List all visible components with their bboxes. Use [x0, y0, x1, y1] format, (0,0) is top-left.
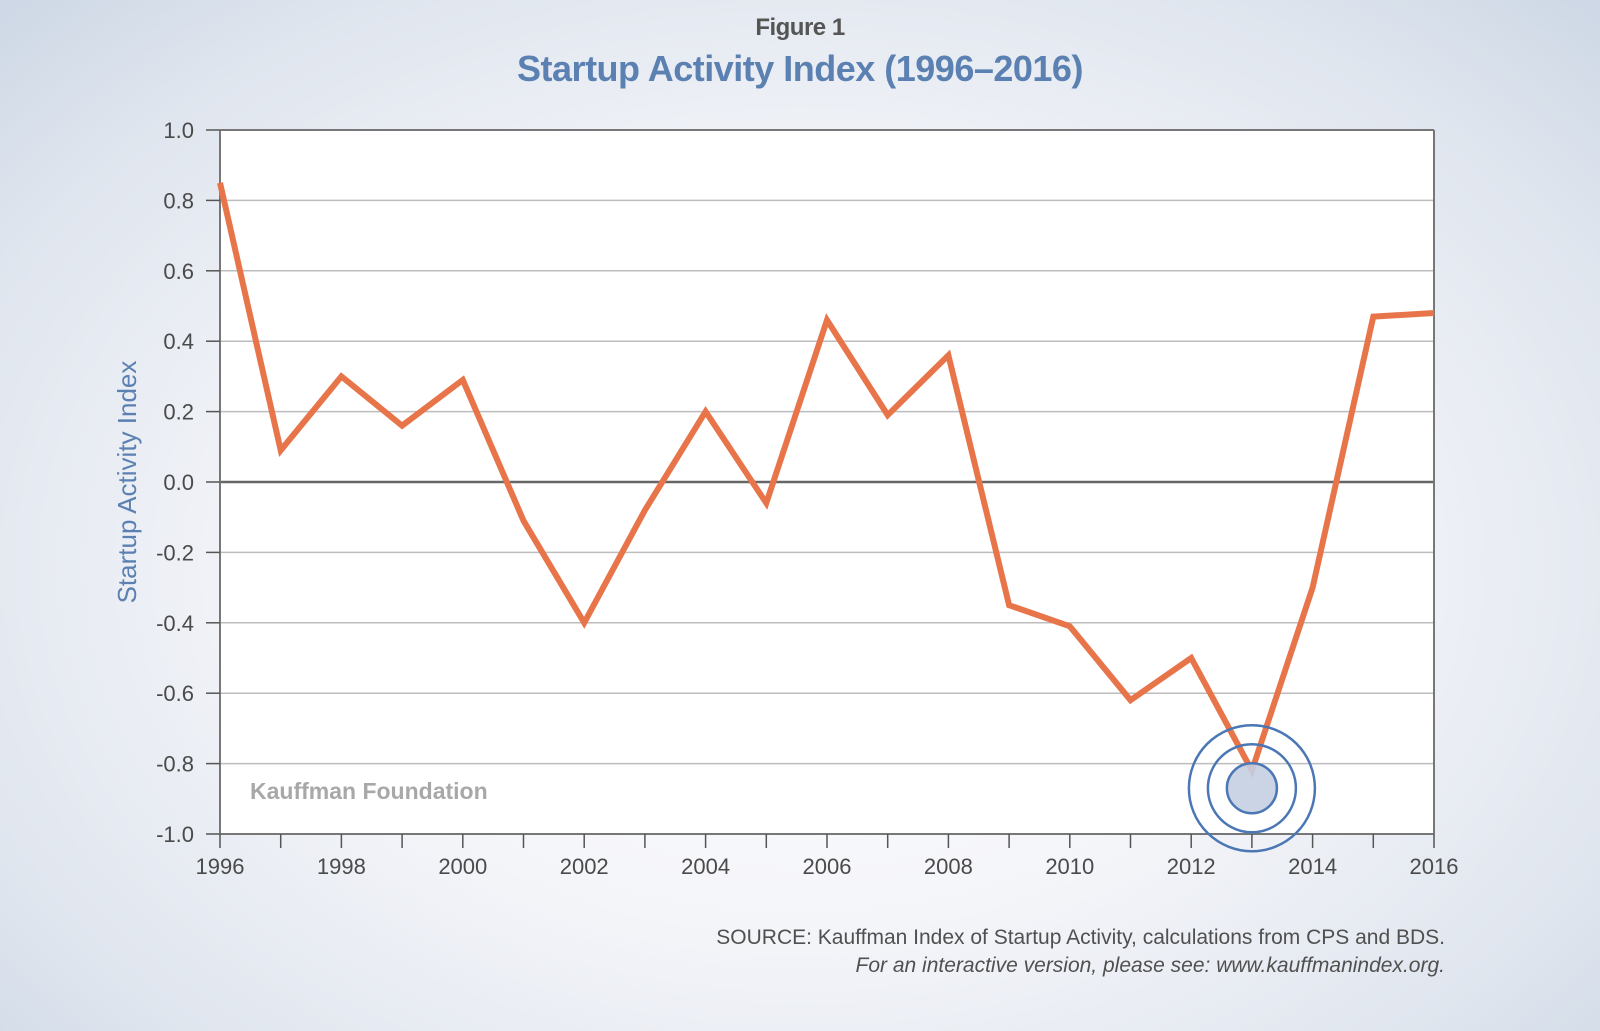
gridlines [219, 129, 1435, 835]
y-tick-label: -0.4 [156, 611, 194, 636]
highlight-target-icon [1187, 723, 1317, 853]
x-tick-label: 2008 [924, 854, 973, 879]
y-tick-label: -1.0 [156, 822, 194, 847]
y-tick-label: 0.2 [163, 400, 194, 425]
y-tick-label: 0.6 [163, 259, 194, 284]
y-axis: 1.0 0.8 0.6 0.4 0.2 0.0 -0.2 -0.4 -0.6 -0.8 -1.0 [156, 118, 220, 847]
x-tick-label: 2014 [1288, 854, 1337, 879]
x-axis: 1996 1998 2000 2002 2004 2006 2008 2010 2012 2014… [196, 834, 1459, 879]
y-tick-label: -0.6 [156, 681, 194, 706]
x-tick-label: 2004 [681, 854, 730, 879]
y-tick-label: 0.8 [163, 188, 194, 213]
x-tick-label: 2012 [1167, 854, 1216, 879]
x-tick-label: 1996 [196, 854, 245, 879]
x-tick-label: 2010 [1045, 854, 1094, 879]
y-tick-label: 1.0 [163, 118, 194, 143]
x-tick-label: 2006 [803, 854, 852, 879]
y-tick-label: 0.0 [163, 470, 194, 495]
series-layer [217, 182, 1435, 779]
figure-label: Figure 1 [755, 14, 845, 41]
x-tick-label: 1998 [317, 854, 366, 879]
y-axis-label: Startup Activity Index [112, 361, 142, 604]
x-tick-label: 2000 [438, 854, 487, 879]
x-tick-label: 2002 [560, 854, 609, 879]
interactive-note: For an interactive version, please see: … [855, 954, 1445, 977]
chart-title: Startup Activity Index (1996–2016) [517, 48, 1083, 89]
series-line [217, 182, 1435, 779]
highlight-inner-circle [1225, 761, 1279, 815]
source-note: SOURCE: Kauffman Index of Startup Activi… [716, 926, 1445, 949]
highlight-middle-ring [1206, 742, 1298, 834]
watermark: Kauffman Foundation [250, 778, 488, 804]
y-tick-label: -0.2 [156, 540, 194, 565]
y-tick-label: 0.4 [163, 329, 194, 354]
x-tick-label: 2016 [1410, 854, 1459, 879]
y-tick-label: -0.8 [156, 752, 194, 777]
highlight-outer-ring [1187, 723, 1317, 853]
